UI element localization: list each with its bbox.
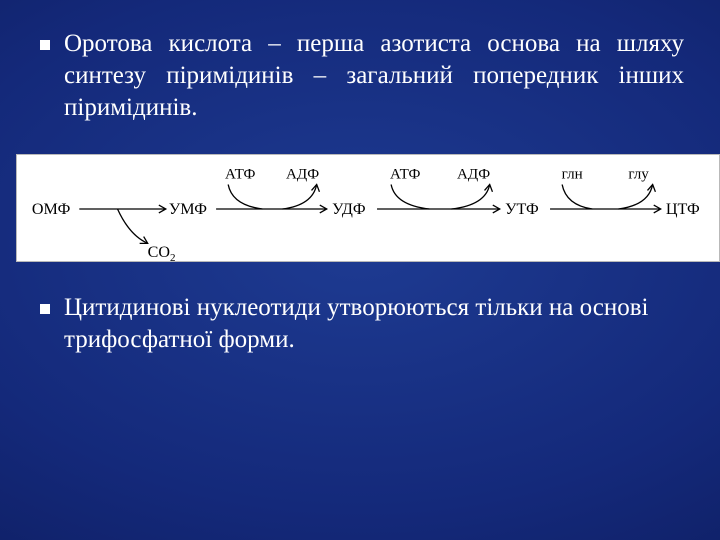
node-UTF: УТФ (505, 201, 539, 218)
node-UDF: УДФ (332, 201, 365, 218)
branch-label: АТФ (390, 167, 421, 183)
bullet-text-2: Цитидинові нуклеотиди утворюються тільки… (64, 292, 684, 356)
branch-label-co2: CO2 (148, 244, 176, 261)
reaction-diagram: ОМФ УМФ УДФ УТФ ЦТФ CO2 АТФ АДФ АТФ АДФ глн глу (16, 154, 720, 262)
bullet-item-2: Цитидинові нуклеотиди утворюються тільки… (36, 292, 684, 356)
bullet-list: Оротова кислота – перша азотиста основа … (36, 28, 684, 124)
reaction-diagram-svg: ОМФ УМФ УДФ УТФ ЦТФ CO2 АТФ АДФ АТФ АДФ глн глу (29, 155, 713, 261)
bullet-text-1: Оротова кислота – перша азотиста основа … (64, 28, 684, 124)
branch-label: АДФ (286, 167, 319, 183)
branch-label: АДФ (457, 167, 490, 183)
node-OMF: ОМФ (32, 201, 70, 218)
bullet-item-1: Оротова кислота – перша азотиста основа … (36, 28, 684, 124)
bullet-list-2: Цитидинові нуклеотиди утворюються тільки… (36, 292, 684, 356)
branch-label: глн (562, 167, 583, 183)
node-CTF: ЦТФ (666, 201, 700, 218)
branch-label: глу (628, 167, 649, 183)
slide: Оротова кислота – перша азотиста основа … (0, 0, 720, 540)
branch-label: АТФ (225, 167, 256, 183)
node-UMF: УМФ (169, 201, 207, 218)
